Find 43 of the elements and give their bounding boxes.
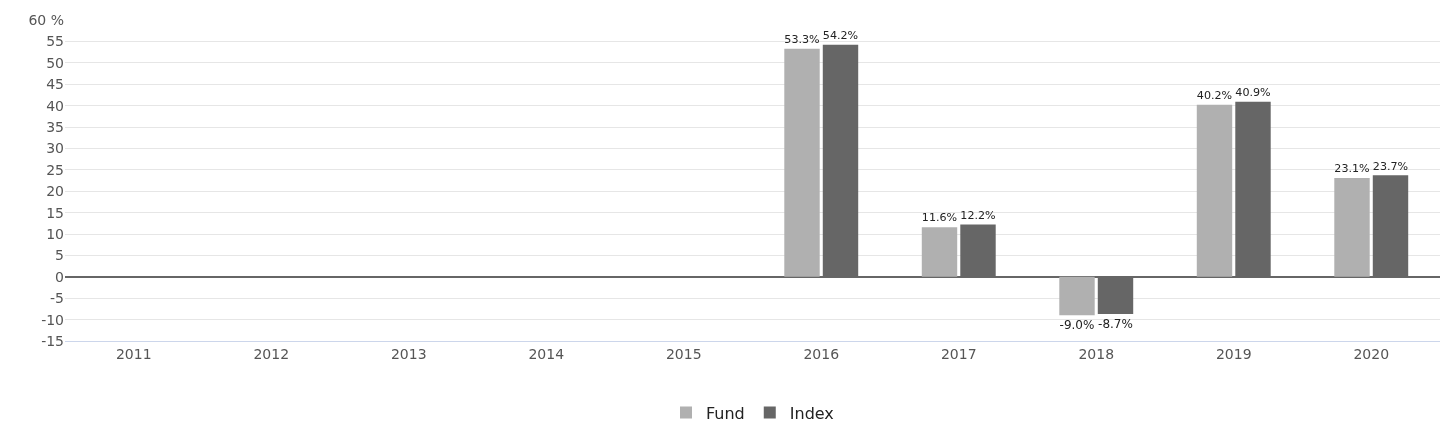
y-tick-label: -10 <box>41 311 64 328</box>
bar <box>1196 104 1233 277</box>
y-tick-label: 25 <box>46 161 64 178</box>
y-tick-label: 50 <box>46 54 64 71</box>
y-tick-label: 10 <box>46 225 64 242</box>
y-tick-label: 40 <box>46 97 64 114</box>
x-tick-label: 2018 <box>1078 345 1115 362</box>
legend-label: Index <box>789 403 834 423</box>
x-tick-label: 2011 <box>115 345 152 362</box>
x-tick-label: 2017 <box>940 345 977 362</box>
data-label: 23.1% <box>1334 162 1370 176</box>
data-label: 40.2% <box>1196 88 1233 102</box>
x-tick-label: 2015 <box>665 345 702 362</box>
y-tick-label: -5 <box>50 290 64 307</box>
y-tick-label: 0 <box>55 268 64 285</box>
y-tick-label: 5 <box>55 247 64 264</box>
data-label: 40.9% <box>1235 85 1271 99</box>
data-label: 53.3% <box>784 32 820 46</box>
legend-label: Fund <box>706 403 745 423</box>
data-label: 54.2% <box>822 29 859 43</box>
data-label: -8.7% <box>1098 317 1133 332</box>
bar <box>1059 276 1095 316</box>
x-tick-label: 2020 <box>1353 345 1390 362</box>
y-tick-label: 60 % <box>28 11 64 28</box>
x-tick-label: 2013 <box>390 345 427 362</box>
data-label: -9.0% <box>1059 318 1095 333</box>
bar <box>1334 177 1370 277</box>
bar <box>784 48 820 277</box>
bar <box>921 227 958 277</box>
data-label: 12.2% <box>960 208 996 222</box>
data-label: 23.7% <box>1372 159 1409 173</box>
y-tick-label: -15 <box>41 332 64 349</box>
y-tick-label: 45 <box>46 76 64 93</box>
x-tick-label: 2012 <box>253 345 290 362</box>
y-tick-label: 35 <box>46 118 64 135</box>
y-tick-label: 55 <box>46 33 64 50</box>
x-tick-label: 2019 <box>1215 345 1252 362</box>
y-tick-label: 15 <box>46 204 64 221</box>
x-tick-label: 2014 <box>528 345 565 362</box>
y-tick-label: 20 <box>46 183 64 200</box>
y-tick-label: 30 <box>46 140 64 157</box>
x-tick-label: 2016 <box>803 345 840 362</box>
data-label: 11.6% <box>921 211 958 225</box>
